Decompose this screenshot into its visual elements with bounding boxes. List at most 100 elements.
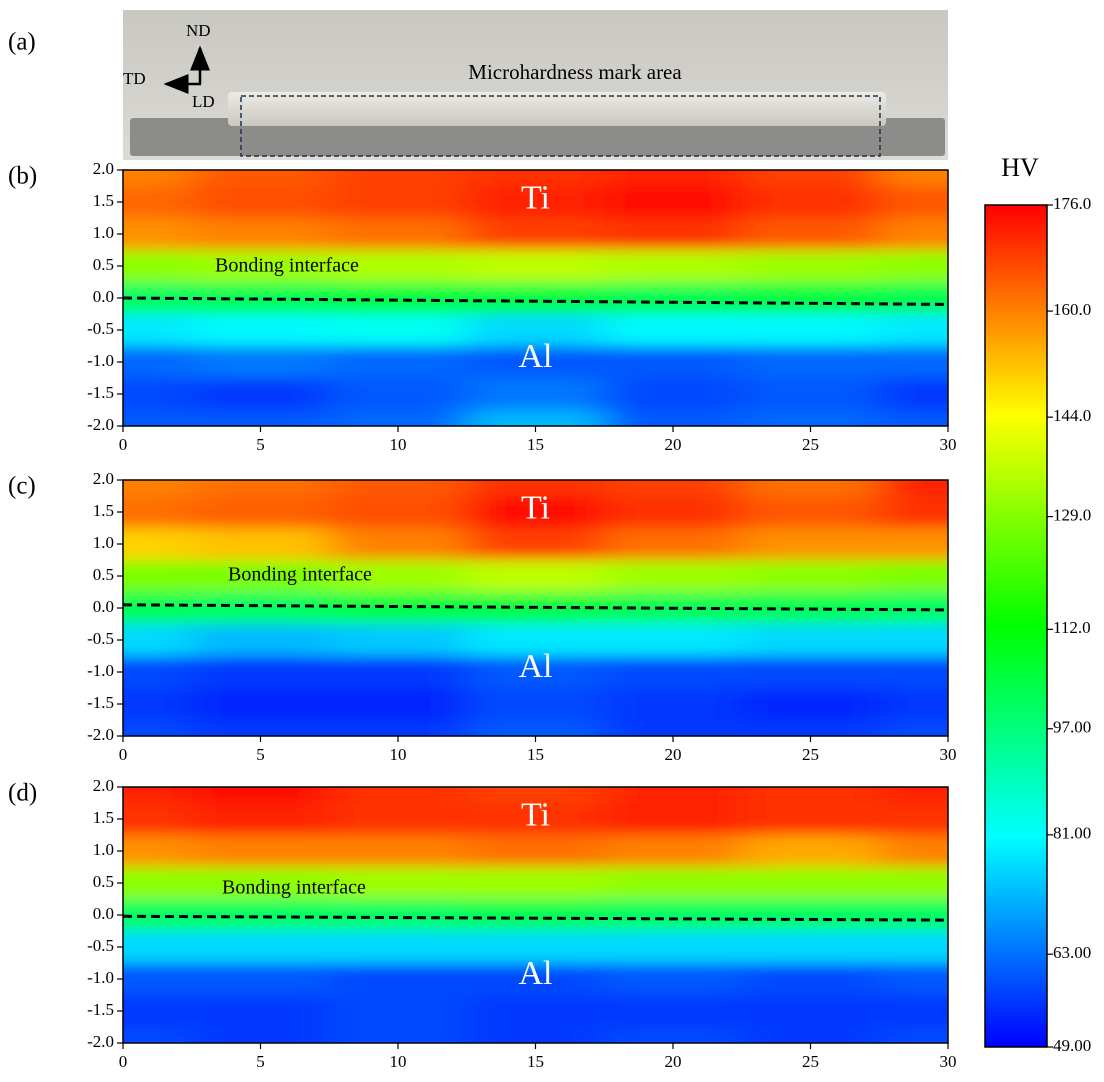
contour-cell — [466, 346, 605, 379]
contour-cell — [879, 931, 948, 964]
y-tick-label: 1.0 — [93, 840, 114, 859]
y-tick-label: 0.5 — [93, 255, 114, 274]
contour-cell — [329, 867, 468, 900]
contour-cell — [879, 346, 948, 379]
contour-cell — [191, 787, 330, 804]
contour-cell — [329, 170, 468, 187]
contour-cell — [123, 835, 193, 868]
contour-cell — [123, 995, 193, 1028]
y-tick-label: 1.5 — [93, 501, 114, 520]
x-tick-label: 10 — [390, 745, 407, 764]
contour-cell — [604, 480, 743, 497]
x-tick-label: 0 — [119, 435, 128, 454]
colorbar-title: HV — [1001, 153, 1039, 182]
contour-cell — [191, 656, 330, 689]
annotation: Bonding interface — [215, 255, 359, 277]
contour-cell — [466, 186, 605, 219]
contour-cell — [191, 560, 330, 593]
x-tick-label: 30 — [940, 1052, 957, 1071]
contour-cell — [604, 218, 743, 251]
contour-cell — [466, 378, 605, 411]
contour-cell — [741, 480, 880, 497]
contour-cell — [604, 720, 743, 736]
colorbar-tick-label: 144.0 — [1053, 406, 1091, 425]
contour-cell — [466, 803, 605, 836]
contour-cell — [191, 496, 330, 529]
contour-cell — [123, 720, 193, 736]
contour-cell — [879, 899, 948, 932]
contour-cell — [604, 378, 743, 411]
contour-cell — [191, 720, 330, 736]
td-label: TD — [123, 69, 146, 88]
y-tick-label: -1.0 — [87, 968, 114, 987]
contour-cell — [741, 282, 880, 315]
contour-cell — [879, 378, 948, 411]
x-tick-label: 20 — [665, 435, 682, 454]
contour-cell — [329, 314, 468, 347]
y-tick-label: -1.5 — [87, 383, 114, 402]
contour-field — [123, 787, 948, 1043]
panel: 0 5 10 15 20 25 30 2.0 1.5 1.0 0.5 0.0 -0.5 -1.0 -1.5 -… — [8, 776, 957, 1071]
contour-cell — [123, 1027, 193, 1043]
y-tick-label: 1.0 — [93, 223, 114, 242]
contour-cell — [123, 218, 193, 251]
contour-cell — [123, 688, 193, 721]
material-label: Al — [519, 338, 553, 375]
contour-cell — [329, 560, 468, 593]
photo-caption: Microhardness mark area — [468, 60, 682, 84]
contour-area — [123, 787, 948, 1043]
contour-cell — [741, 688, 880, 721]
contour-cell — [466, 528, 605, 561]
contour-cell — [604, 346, 743, 379]
contour-cell — [123, 170, 193, 187]
contour-cell — [879, 867, 948, 900]
y-tick-label: 1.5 — [93, 191, 114, 210]
contour-cell — [741, 963, 880, 996]
x-tick-label: 25 — [802, 745, 819, 764]
contour-cell — [123, 560, 193, 593]
contour-cell — [604, 496, 743, 529]
contour-cell — [879, 688, 948, 721]
contour-cell — [191, 378, 330, 411]
contour-cell — [329, 186, 468, 219]
contour-cell — [329, 899, 468, 932]
contour-cell — [879, 250, 948, 283]
contour-cell — [329, 963, 468, 996]
material-label: Ti — [521, 180, 550, 217]
plots: 0 5 10 15 20 25 30 2.0 1.5 1.0 0.5 0.0 -0.5 -1.0 -1.5 -… — [8, 159, 957, 1071]
contour-cell — [123, 624, 193, 657]
y-tick-label: -1.0 — [87, 661, 114, 680]
contour-cell — [879, 560, 948, 593]
contour-cell — [329, 528, 468, 561]
contour-cell — [191, 867, 330, 900]
contour-cell — [466, 963, 605, 996]
contour-cell — [879, 496, 948, 529]
x-tick-label: 5 — [256, 435, 265, 454]
contour-cell — [879, 787, 948, 804]
contour-cell — [604, 314, 743, 347]
contour-cell — [741, 624, 880, 657]
y-tick-label: -2.0 — [87, 1032, 114, 1051]
colorbar-ticks: 176.0 160.0 144.0 129.0 112.0 97.00 81.00 63.00… — [1047, 194, 1091, 1055]
contour-cell — [329, 410, 468, 426]
contour-cell — [741, 170, 880, 187]
contour-cell — [191, 250, 330, 283]
contour-cell — [466, 1027, 605, 1043]
contour-cell — [123, 186, 193, 219]
contour-cell — [329, 624, 468, 657]
contour-cell — [329, 218, 468, 251]
contour-cell — [604, 410, 743, 426]
x-tick-label: 0 — [119, 1052, 128, 1071]
contour-cell — [466, 560, 605, 593]
contour-area — [123, 480, 948, 736]
photo: ND TD LD Microhardness mark area — [123, 10, 948, 160]
contour-cell — [191, 528, 330, 561]
y-tick-label: 0.0 — [93, 597, 114, 616]
contour-cell — [329, 496, 468, 529]
ld-label: LD — [192, 92, 215, 111]
contour-cell — [466, 720, 605, 736]
contour-cell — [191, 592, 330, 625]
contour-cell — [466, 250, 605, 283]
contour-cell — [604, 528, 743, 561]
